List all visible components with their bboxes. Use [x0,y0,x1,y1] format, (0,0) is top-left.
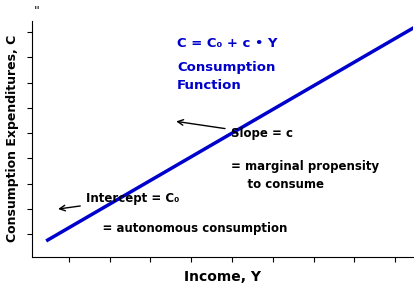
Text: Slope = c: Slope = c [178,120,292,140]
Text: C = C₀ + c • Y: C = C₀ + c • Y [177,37,278,50]
X-axis label: Income, Y: Income, Y [184,271,261,284]
Y-axis label: Consumption Expenditures, C: Consumption Expenditures, C [5,35,18,242]
Text: Intercept = C₀: Intercept = C₀ [59,192,179,211]
Text: = marginal propensity
    to consume: = marginal propensity to consume [230,160,379,191]
Text: ": " [34,6,39,19]
Text: = autonomous consumption: = autonomous consumption [86,222,287,235]
Text: Consumption
Function: Consumption Function [177,61,276,92]
